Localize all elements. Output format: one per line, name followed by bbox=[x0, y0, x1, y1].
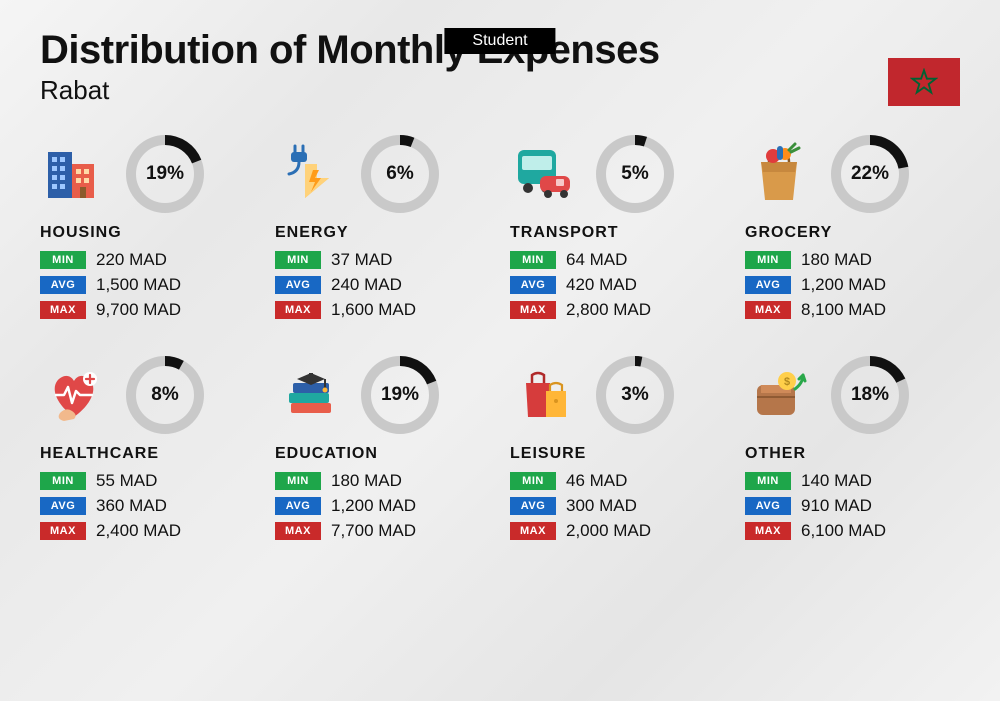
healthcare-avg-value: 360 MAD bbox=[96, 496, 167, 516]
education-icon bbox=[275, 361, 343, 429]
avg-label: AVG bbox=[40, 276, 86, 294]
min-label: MIN bbox=[275, 251, 321, 269]
grocery-icon bbox=[745, 140, 813, 208]
grocery-name: GROCERY bbox=[745, 224, 960, 242]
energy-avg-value: 240 MAD bbox=[331, 275, 402, 295]
avg-label: AVG bbox=[745, 276, 791, 294]
education-donut: 19% bbox=[361, 356, 439, 434]
transport-min-value: 64 MAD bbox=[566, 250, 627, 270]
transport-icon bbox=[510, 140, 578, 208]
housing-donut: 19% bbox=[126, 135, 204, 213]
healthcare-donut: 8% bbox=[126, 356, 204, 434]
expense-card-transport: 5% TRANSPORT MIN 64 MAD AVG 420 MAD MAX … bbox=[510, 134, 725, 325]
max-label: MAX bbox=[40, 522, 86, 540]
avg-label: AVG bbox=[40, 497, 86, 515]
max-label: MAX bbox=[275, 522, 321, 540]
energy-max-value: 1,600 MAD bbox=[331, 300, 416, 320]
expense-card-leisure: 3% LEISURE MIN 46 MAD AVG 300 MAD MAX 2,… bbox=[510, 355, 725, 546]
avg-label: AVG bbox=[275, 497, 321, 515]
transport-donut: 5% bbox=[596, 135, 674, 213]
healthcare-icon bbox=[40, 361, 108, 429]
transport-name: TRANSPORT bbox=[510, 224, 725, 242]
housing-min-value: 220 MAD bbox=[96, 250, 167, 270]
grocery-min-value: 180 MAD bbox=[801, 250, 872, 270]
expense-card-healthcare: 8% HEALTHCARE MIN 55 MAD AVG 360 MAD MAX… bbox=[40, 355, 255, 546]
expense-card-grocery: 22% GROCERY MIN 180 MAD AVG 1,200 MAD MA… bbox=[745, 134, 960, 325]
healthcare-percent: 8% bbox=[151, 384, 178, 406]
min-label: MIN bbox=[40, 251, 86, 269]
leisure-avg-value: 300 MAD bbox=[566, 496, 637, 516]
avg-label: AVG bbox=[275, 276, 321, 294]
housing-percent: 19% bbox=[146, 163, 184, 185]
max-label: MAX bbox=[745, 522, 791, 540]
max-label: MAX bbox=[510, 522, 556, 540]
expense-card-education: 19% EDUCATION MIN 180 MAD AVG 1,200 MAD … bbox=[275, 355, 490, 546]
expense-card-housing: 19% HOUSING MIN 220 MAD AVG 1,500 MAD MA… bbox=[40, 134, 255, 325]
housing-name: HOUSING bbox=[40, 224, 255, 242]
education-min-value: 180 MAD bbox=[331, 471, 402, 491]
other-icon: $ bbox=[745, 361, 813, 429]
max-label: MAX bbox=[40, 301, 86, 319]
avg-label: AVG bbox=[745, 497, 791, 515]
avg-label: AVG bbox=[510, 276, 556, 294]
max-label: MAX bbox=[510, 301, 556, 319]
leisure-icon bbox=[510, 361, 578, 429]
expense-card-energy: 6% ENERGY MIN 37 MAD AVG 240 MAD MAX 1,6… bbox=[275, 134, 490, 325]
other-percent: 18% bbox=[851, 384, 889, 406]
leisure-max-value: 2,000 MAD bbox=[566, 521, 651, 541]
svg-text:$: $ bbox=[784, 376, 790, 388]
expense-card-other: $ 18% OTHER MIN 140 MAD AVG 910 MAD MAX … bbox=[745, 355, 960, 546]
other-donut: 18% bbox=[831, 356, 909, 434]
morocco-flag bbox=[888, 58, 960, 106]
energy-icon bbox=[275, 140, 343, 208]
max-label: MAX bbox=[275, 301, 321, 319]
healthcare-name: HEALTHCARE bbox=[40, 445, 255, 463]
other-name: OTHER bbox=[745, 445, 960, 463]
energy-min-value: 37 MAD bbox=[331, 250, 392, 270]
housing-avg-value: 1,500 MAD bbox=[96, 275, 181, 295]
grocery-donut: 22% bbox=[831, 135, 909, 213]
leisure-min-value: 46 MAD bbox=[566, 471, 627, 491]
page-subtitle: Rabat bbox=[40, 75, 960, 106]
other-max-value: 6,100 MAD bbox=[801, 521, 886, 541]
healthcare-max-value: 2,400 MAD bbox=[96, 521, 181, 541]
grocery-percent: 22% bbox=[851, 163, 889, 185]
transport-avg-value: 420 MAD bbox=[566, 275, 637, 295]
min-label: MIN bbox=[275, 472, 321, 490]
education-percent: 19% bbox=[381, 384, 419, 406]
education-max-value: 7,700 MAD bbox=[331, 521, 416, 541]
housing-max-value: 9,700 MAD bbox=[96, 300, 181, 320]
avg-label: AVG bbox=[510, 497, 556, 515]
min-label: MIN bbox=[510, 472, 556, 490]
min-label: MIN bbox=[745, 472, 791, 490]
leisure-percent: 3% bbox=[621, 384, 648, 406]
min-label: MIN bbox=[745, 251, 791, 269]
other-min-value: 140 MAD bbox=[801, 471, 872, 491]
transport-percent: 5% bbox=[621, 163, 648, 185]
leisure-name: LEISURE bbox=[510, 445, 725, 463]
min-label: MIN bbox=[40, 472, 86, 490]
other-avg-value: 910 MAD bbox=[801, 496, 872, 516]
housing-icon bbox=[40, 140, 108, 208]
grocery-max-value: 8,100 MAD bbox=[801, 300, 886, 320]
min-label: MIN bbox=[510, 251, 556, 269]
max-label: MAX bbox=[745, 301, 791, 319]
education-avg-value: 1,200 MAD bbox=[331, 496, 416, 516]
expense-grid: 19% HOUSING MIN 220 MAD AVG 1,500 MAD MA… bbox=[40, 134, 960, 546]
energy-donut: 6% bbox=[361, 135, 439, 213]
leisure-donut: 3% bbox=[596, 356, 674, 434]
energy-percent: 6% bbox=[386, 163, 413, 185]
grocery-avg-value: 1,200 MAD bbox=[801, 275, 886, 295]
transport-max-value: 2,800 MAD bbox=[566, 300, 651, 320]
energy-name: ENERGY bbox=[275, 224, 490, 242]
healthcare-min-value: 55 MAD bbox=[96, 471, 157, 491]
student-badge: Student bbox=[444, 28, 555, 54]
education-name: EDUCATION bbox=[275, 445, 490, 463]
